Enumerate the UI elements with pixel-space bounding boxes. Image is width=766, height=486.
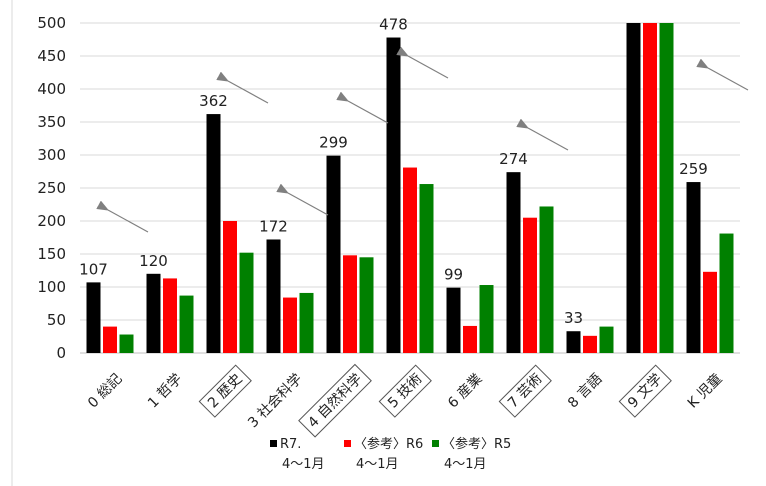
x-tick-label: 0 総記 bbox=[84, 370, 125, 411]
bar bbox=[299, 292, 314, 353]
bar bbox=[659, 23, 674, 353]
bar bbox=[626, 23, 641, 353]
bar bbox=[446, 287, 461, 353]
bar bbox=[506, 172, 521, 353]
data-label: 362 bbox=[199, 92, 228, 110]
x-tick-label-group: 9 文学 bbox=[618, 364, 672, 418]
bar bbox=[223, 221, 237, 353]
y-tick-label: 300 bbox=[37, 146, 66, 164]
bar bbox=[583, 335, 597, 353]
x-tick-label-group: 1 哲学 bbox=[145, 371, 186, 412]
annotation-arrow bbox=[96, 200, 149, 233]
bar bbox=[539, 206, 554, 353]
legend-label: 〈参考〉R5 bbox=[442, 436, 511, 452]
legend-swatch bbox=[270, 440, 277, 447]
data-label: 478 bbox=[379, 16, 408, 34]
legend-swatch bbox=[432, 440, 439, 447]
bar bbox=[599, 326, 614, 353]
bar bbox=[463, 325, 477, 353]
data-label: 120 bbox=[139, 252, 168, 270]
x-tick-label-group: 2 歴史 bbox=[198, 364, 252, 418]
x-tick-label: 8 言語 bbox=[565, 371, 606, 412]
legend-label: R7. bbox=[280, 437, 301, 452]
bar bbox=[386, 37, 401, 354]
bar bbox=[326, 155, 341, 353]
x-tick-label-group: 4 自然科学 bbox=[298, 363, 372, 438]
category-highlight-box bbox=[378, 364, 432, 418]
annotation-arrow bbox=[276, 183, 329, 216]
bar bbox=[403, 167, 417, 353]
bar bbox=[163, 278, 177, 353]
bar bbox=[206, 114, 221, 353]
annotation-arrow bbox=[516, 118, 569, 151]
bar bbox=[419, 184, 434, 353]
x-tick-label: 7 芸術 bbox=[505, 371, 546, 412]
legend-label-line2: 4～1月 bbox=[444, 457, 487, 472]
x-tick-label: 3 社会科学 bbox=[245, 371, 305, 431]
x-tick-label-group: 6 産業 bbox=[445, 371, 486, 412]
data-label: 172 bbox=[259, 217, 288, 235]
bar bbox=[703, 271, 717, 353]
x-tick-label: 1 哲学 bbox=[145, 371, 186, 412]
y-tick-label: 500 bbox=[37, 14, 66, 32]
y-tick-label: 0 bbox=[56, 344, 66, 362]
bar bbox=[523, 217, 537, 353]
category-highlight-box bbox=[198, 364, 252, 418]
category-highlight-box bbox=[298, 363, 372, 438]
bar bbox=[266, 239, 281, 353]
legend-label-line2: 4～1月 bbox=[282, 457, 325, 472]
bar bbox=[479, 285, 494, 353]
legend-label: 〈参考〉R6 bbox=[354, 436, 423, 452]
bar bbox=[643, 23, 657, 353]
annotation-arrow bbox=[336, 91, 389, 124]
y-tick-label: 100 bbox=[37, 278, 66, 296]
y-tick-label: 200 bbox=[37, 212, 66, 230]
annotation-arrow bbox=[696, 58, 749, 91]
y-tick-label: 50 bbox=[47, 311, 66, 329]
bar bbox=[239, 252, 254, 353]
x-tick-label: 6 産業 bbox=[445, 371, 486, 412]
x-tick-label-group: 3 社会科学 bbox=[245, 371, 305, 431]
bar bbox=[179, 295, 194, 353]
x-tick-label-group: 7 芸術 bbox=[498, 364, 552, 418]
x-tick-label: 9 文学 bbox=[625, 371, 666, 412]
x-tick-label: 5 技術 bbox=[385, 371, 426, 412]
data-label: 99 bbox=[444, 266, 463, 284]
bar bbox=[119, 334, 134, 353]
x-tick-label: 4 自然科学 bbox=[304, 370, 365, 431]
bar bbox=[719, 233, 734, 353]
annotation-arrow bbox=[216, 71, 269, 104]
bar bbox=[343, 255, 357, 353]
bar bbox=[103, 326, 117, 353]
data-label: 274 bbox=[499, 150, 528, 168]
y-tick-label: 450 bbox=[37, 47, 66, 65]
x-tick-label-group: 8 言語 bbox=[565, 371, 606, 412]
data-label: 259 bbox=[679, 160, 708, 178]
bar bbox=[686, 182, 701, 353]
category-highlight-box bbox=[498, 364, 552, 418]
y-tick-label: 150 bbox=[37, 245, 66, 263]
y-tick-label: 400 bbox=[37, 80, 66, 98]
bar bbox=[283, 297, 297, 353]
y-tick-label: 250 bbox=[37, 179, 66, 197]
annotation-arrow bbox=[396, 46, 449, 79]
x-tick-label-group: 5 技術 bbox=[378, 364, 432, 418]
y-tick-label: 350 bbox=[37, 113, 66, 131]
data-label: 107 bbox=[79, 260, 108, 278]
x-tick-label-group: 0 総記 bbox=[84, 370, 125, 411]
x-tick-label: 2 歴史 bbox=[205, 371, 246, 412]
data-label: 33 bbox=[564, 309, 583, 327]
bar bbox=[86, 282, 101, 353]
bar bbox=[359, 257, 374, 353]
legend-label-line2: 4～1月 bbox=[356, 457, 399, 472]
bar bbox=[566, 331, 581, 353]
category-highlight-box bbox=[618, 364, 672, 418]
legend-swatch bbox=[344, 440, 351, 447]
data-label: 299 bbox=[319, 134, 348, 152]
bar bbox=[146, 273, 161, 353]
x-tick-label: K 児童 bbox=[684, 370, 725, 411]
x-tick-label-group: K 児童 bbox=[684, 370, 725, 411]
